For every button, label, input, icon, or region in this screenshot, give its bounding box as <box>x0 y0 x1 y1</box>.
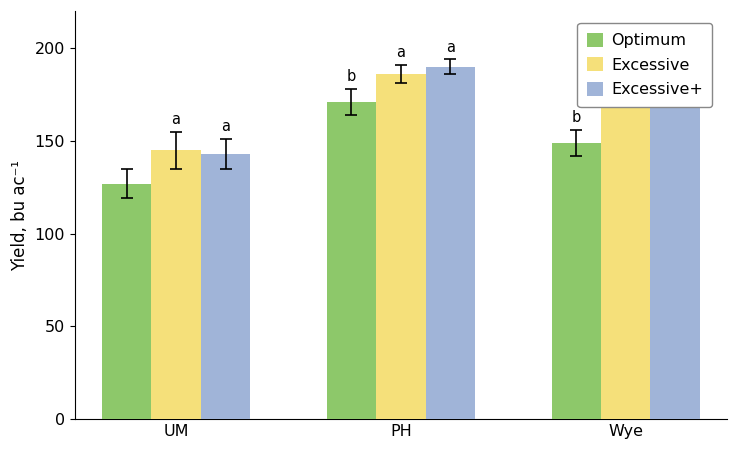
Bar <box>551 143 601 419</box>
Text: b: b <box>347 69 356 84</box>
Bar <box>601 89 650 419</box>
Bar <box>151 150 201 419</box>
Text: b: b <box>572 110 581 125</box>
Text: a: a <box>446 40 455 55</box>
Text: a: a <box>621 58 630 73</box>
Text: a: a <box>396 45 405 60</box>
Bar <box>327 102 376 419</box>
Bar <box>650 72 700 419</box>
Bar <box>102 184 151 419</box>
Y-axis label: Yield, bu ac⁻¹: Yield, bu ac⁻¹ <box>11 160 29 270</box>
Bar <box>426 67 475 419</box>
Text: a: a <box>671 41 680 57</box>
Text: a: a <box>171 112 181 127</box>
Bar <box>201 154 250 419</box>
Legend: Optimum, Excessive, Excessive+: Optimum, Excessive, Excessive+ <box>577 23 712 107</box>
Text: a: a <box>221 119 230 135</box>
Bar <box>376 74 426 419</box>
